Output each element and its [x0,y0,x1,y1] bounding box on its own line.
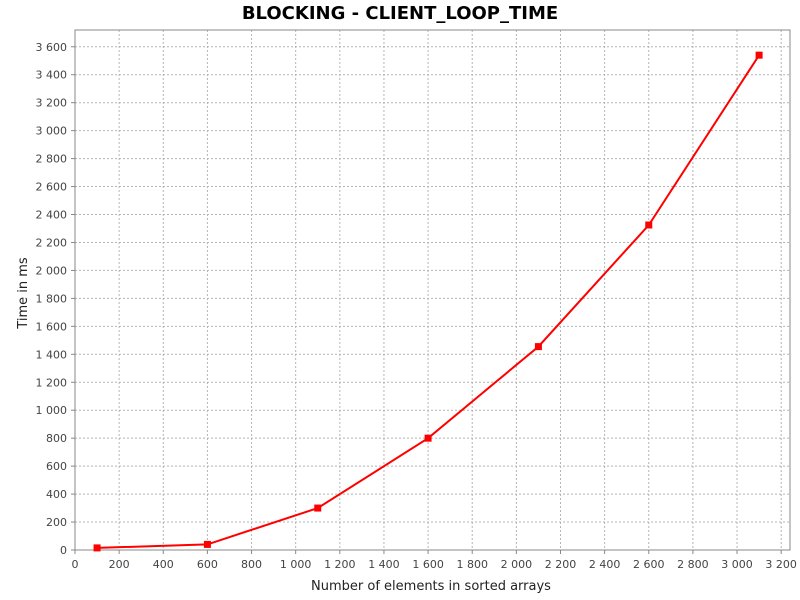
y-tick-label: 200 [46,516,67,529]
data-point-marker [534,343,542,351]
x-tick-label: 0 [72,558,79,571]
x-tick-label: 1 200 [324,558,356,571]
data-point-marker [314,504,322,512]
x-tick-label: 600 [197,558,218,571]
x-tick-label: 1 400 [368,558,400,571]
y-tick-label: 2 800 [36,153,68,166]
data-point-marker [424,434,432,442]
y-tick-label: 1 600 [36,320,68,333]
x-tick-label: 3 200 [765,558,797,571]
x-tick-label: 2 600 [633,558,665,571]
x-tick-label: 1 800 [456,558,488,571]
y-tick-label: 3 400 [36,69,68,82]
plot-border [74,29,791,551]
y-tick-label: 2 200 [36,236,68,249]
tick-labels: 0 200 400 600 800 1 000 1 200 1 400 1 600 1 800 2 … [36,41,797,571]
y-tick-label: 1 800 [36,292,68,305]
axes [71,29,791,554]
chart-title: BLOCKING - CLIENT_LOOP_TIME [241,3,559,24]
x-tick-label: 400 [153,558,174,571]
data-point-marker [755,51,763,59]
y-tick-label: 2 600 [36,181,68,194]
series-layer [93,51,763,552]
y-tick-label: 800 [46,432,67,445]
x-tick-label: 3 000 [721,558,753,571]
x-tick-label: 2 200 [545,558,577,571]
y-tick-label: 3 200 [36,97,68,110]
y-tick-label: 1 400 [36,348,68,361]
x-tick-label: 1 600 [412,558,444,571]
x-tick-label: 2 400 [589,558,621,571]
y-tick-label: 3 600 [36,41,68,54]
y-tick-label: 600 [46,460,67,473]
x-tick-label: 2 800 [677,558,709,571]
y-tick-label: 2 400 [36,209,68,222]
y-tick-label: 400 [46,488,67,501]
y-tick-label: 3 000 [36,125,68,138]
data-point-marker [93,544,101,552]
plot-area [75,30,790,550]
y-tick-label: 0 [60,544,67,557]
x-tick-label: 2 000 [501,558,533,571]
data-point-marker [645,221,653,229]
y-tick-label: 1 200 [36,376,68,389]
y-axis-label: Time in ms [16,257,31,330]
x-tick-label: 1 000 [280,558,312,571]
y-tick-label: 1 000 [36,404,68,417]
x-tick-label: 200 [109,558,130,571]
x-axis-label: Number of elements in sorted arrays [311,579,551,594]
y-tick-label: 2 000 [36,264,68,277]
x-tick-label: 800 [241,558,262,571]
data-point-marker [203,540,211,548]
grid-lines [74,30,790,551]
